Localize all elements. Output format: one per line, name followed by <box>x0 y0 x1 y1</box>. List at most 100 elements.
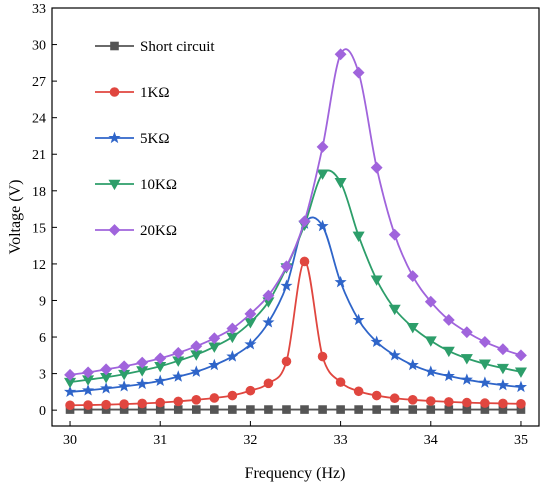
series-1 <box>65 256 526 411</box>
data-point <box>352 66 365 79</box>
y-tick-label: 33 <box>32 2 46 17</box>
data-point <box>317 351 328 362</box>
y-axis-title: Voltage (V) <box>7 180 24 255</box>
data-point <box>316 169 329 180</box>
data-point <box>406 270 419 283</box>
data-point <box>370 275 383 286</box>
x-tick-label: 35 <box>514 433 528 448</box>
data-point <box>262 316 275 328</box>
data-point <box>155 397 166 408</box>
data-point <box>498 398 508 409</box>
data-point <box>496 378 509 391</box>
data-point <box>119 399 129 409</box>
data-point <box>226 350 239 362</box>
data-point <box>515 349 527 362</box>
data-point <box>462 397 472 408</box>
legend-marker <box>109 87 120 97</box>
x-tick-label: 34 <box>424 433 438 448</box>
data-point <box>424 336 437 347</box>
data-point <box>172 370 185 382</box>
data-point <box>118 360 131 373</box>
data-point <box>352 231 365 242</box>
data-point <box>478 359 491 370</box>
legend-item: 20KΩ <box>95 223 177 239</box>
data-point <box>190 340 203 353</box>
data-point <box>282 405 291 414</box>
data-point <box>442 314 455 326</box>
data-point <box>208 332 221 345</box>
data-point <box>154 352 167 365</box>
data-point <box>371 390 382 401</box>
data-point <box>101 399 111 410</box>
data-point <box>82 384 95 396</box>
data-point <box>191 405 201 414</box>
data-point <box>318 405 327 414</box>
data-point <box>497 343 509 356</box>
data-point <box>245 385 256 396</box>
y-tick-label: 0 <box>39 404 46 419</box>
data-point <box>406 358 419 371</box>
data-point <box>460 373 473 385</box>
data-point <box>514 380 528 393</box>
data-point <box>496 363 509 375</box>
x-tick-label: 32 <box>243 433 257 448</box>
legend-label: 10KΩ <box>140 177 177 193</box>
data-point <box>480 398 490 408</box>
legend-item: 10KΩ <box>95 177 177 193</box>
data-point <box>353 386 364 397</box>
data-point <box>424 365 437 377</box>
data-point <box>226 332 239 344</box>
data-point <box>444 397 454 407</box>
data-point <box>370 161 383 174</box>
legend-label: 1KΩ <box>140 85 169 101</box>
data-point <box>424 295 437 308</box>
data-point <box>136 356 149 369</box>
data-point <box>407 394 418 405</box>
legend-label: 20KΩ <box>140 223 177 239</box>
data-point <box>83 400 93 410</box>
data-point <box>460 326 473 339</box>
data-point <box>173 396 184 407</box>
data-point <box>516 399 526 409</box>
data-point <box>173 405 183 414</box>
data-point <box>154 374 167 387</box>
y-tick-label: 21 <box>32 148 46 163</box>
data-point <box>118 380 131 392</box>
legend: Short circuit 1KΩ 5KΩ 10KΩ 20KΩ <box>95 39 215 239</box>
data-point <box>389 393 400 404</box>
data-point <box>246 405 255 414</box>
legend-item: 5KΩ <box>95 131 169 147</box>
x-tick-label: 30 <box>63 433 77 448</box>
data-point <box>334 48 347 61</box>
data-point <box>388 304 401 316</box>
data-point <box>191 394 202 405</box>
data-point <box>299 256 310 267</box>
series-line <box>69 169 522 384</box>
data-point <box>334 177 347 189</box>
data-point <box>137 398 147 409</box>
y-tick-label: 9 <box>39 294 46 309</box>
y-tick-label: 12 <box>32 258 46 273</box>
data-point <box>262 289 275 302</box>
data-point <box>208 342 221 353</box>
y-tick-label: 6 <box>39 331 46 346</box>
legend-marker <box>108 131 121 144</box>
data-point <box>280 279 293 291</box>
data-point <box>478 335 491 348</box>
series-layer <box>63 48 528 414</box>
data-point <box>352 313 365 326</box>
data-point <box>408 405 418 414</box>
y-tick-label: 27 <box>32 75 46 90</box>
data-point <box>244 307 257 320</box>
data-point <box>370 335 383 348</box>
data-point <box>460 354 473 365</box>
legend-label: Short circuit <box>140 39 215 55</box>
y-tick-label: 18 <box>32 185 46 200</box>
data-point <box>425 396 436 406</box>
data-point <box>100 382 113 394</box>
data-point <box>514 367 527 378</box>
data-point <box>442 346 455 358</box>
data-point <box>244 337 257 350</box>
data-point <box>263 378 274 389</box>
